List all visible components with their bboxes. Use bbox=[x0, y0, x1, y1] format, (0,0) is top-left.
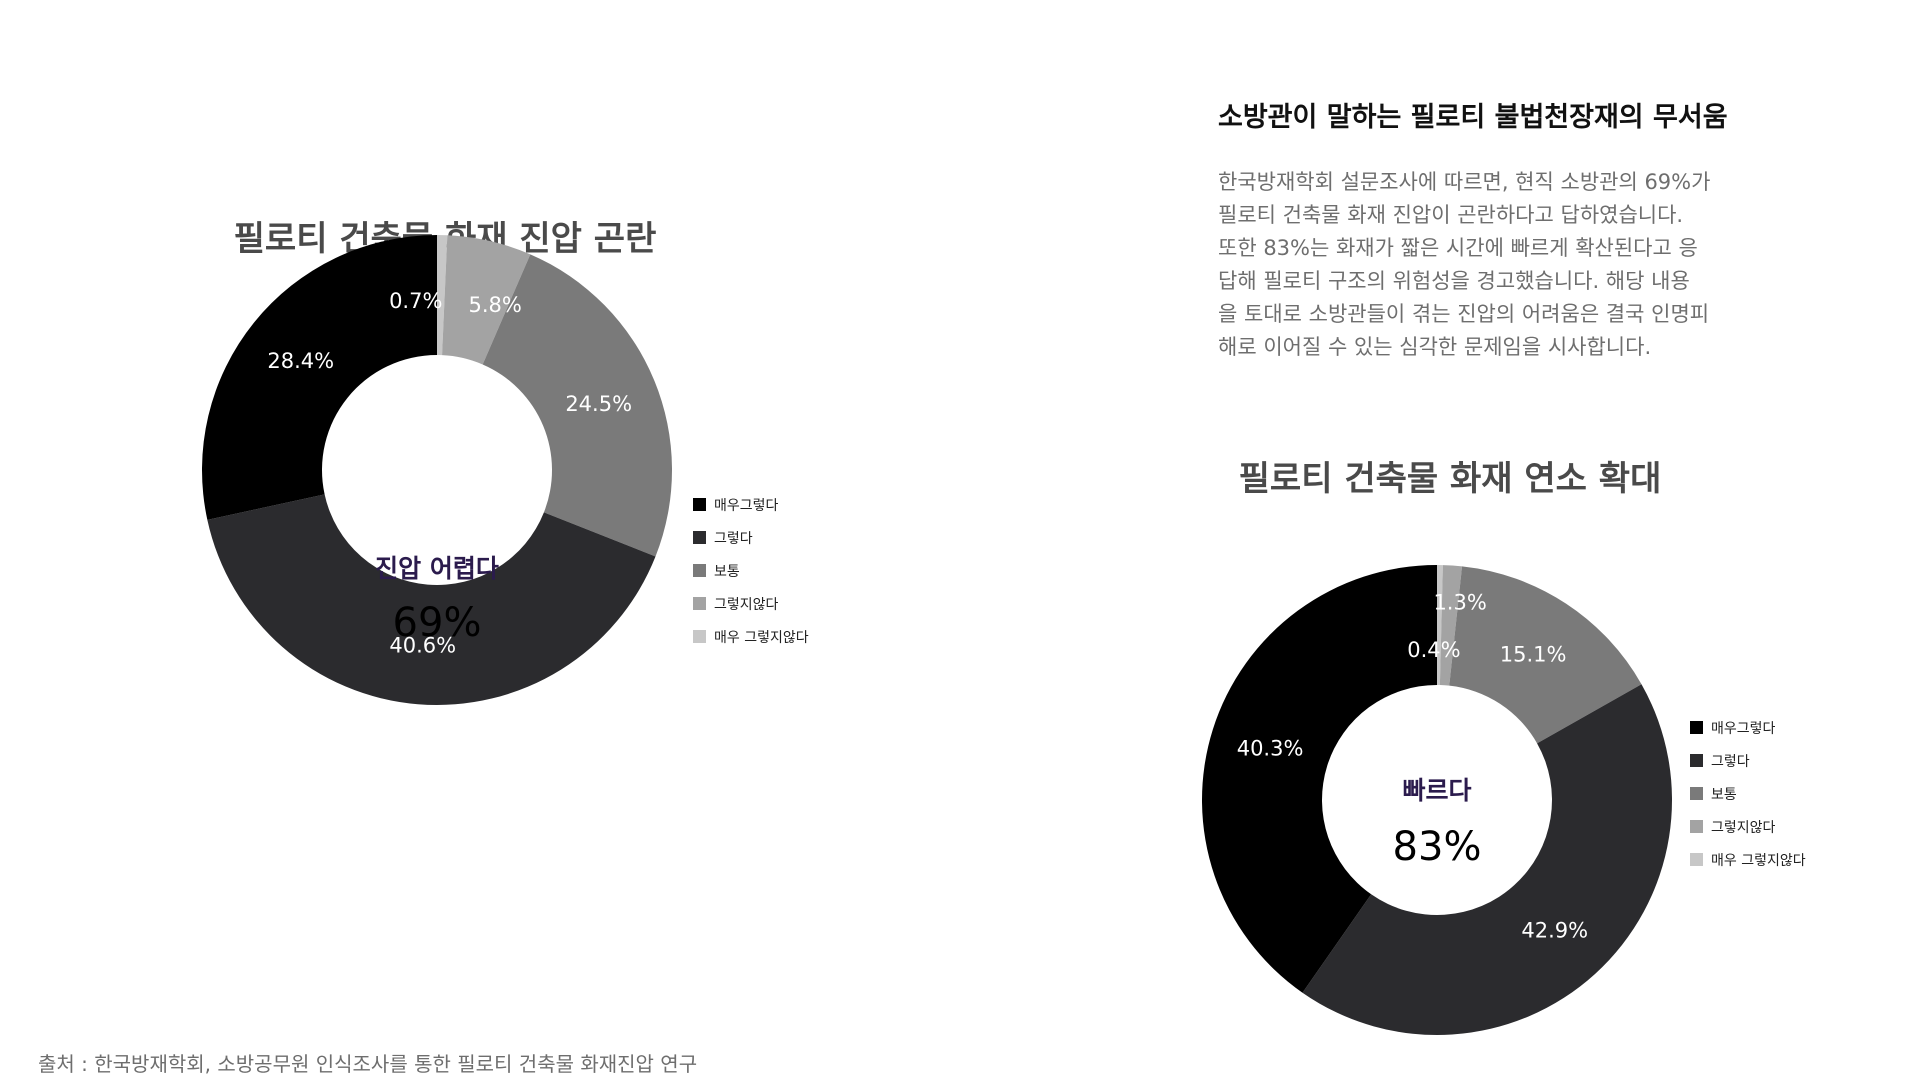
chart2-legend-swatch-매우-그렇지않다 bbox=[1690, 853, 1703, 866]
article-title: 소방관이 말하는 필로티 불법천장재의 무서움 bbox=[1218, 102, 1728, 133]
article-body-line-4: 답해 필로티 구조의 위험성을 경고했습니다. 해당 내용 bbox=[1218, 269, 1690, 293]
chart2-label-매우그렇다: 40.3% bbox=[1237, 736, 1304, 760]
article-body-line-5: 을 토대로 소방관들이 겪는 진압의 어려움은 결국 인명피 bbox=[1218, 302, 1709, 326]
chart2-slice-labels: 0.4% 1.3% 15.1% 42.9% 40.3% bbox=[1237, 590, 1588, 942]
chart2-legend-label-보통: 보통 bbox=[1711, 787, 1737, 803]
article-body-line-3: 또한 83%는 화재가 짧은 시간에 빠르게 확산된다고 응 bbox=[1218, 236, 1698, 260]
chart1-slice-그렇지않다 bbox=[442, 235, 531, 365]
chart1-slice-그렇다 bbox=[207, 494, 656, 705]
article-body-line-6: 해로 이어질 수 있는 심각한 문제임을 시사합니다. bbox=[1218, 335, 1651, 359]
chart2-slice-매우그렇다 bbox=[1201, 565, 1437, 993]
chart2-legend-label-매우-그렇지않다: 매우 그렇지않다 bbox=[1711, 853, 1806, 869]
chart2-slice-그렇다 bbox=[1302, 684, 1672, 1035]
chart1-legend-swatch-매우그렇다 bbox=[693, 498, 706, 511]
chart2-slice-매우-그렇지않다 bbox=[1437, 565, 1443, 686]
chart2-label-보통: 15.1% bbox=[1500, 643, 1567, 667]
chart2-legend-swatch-그렇다 bbox=[1690, 754, 1703, 767]
chart2-slice-보통 bbox=[1449, 566, 1642, 744]
chart1-legend-label-그렇지않다: 그렇지않다 bbox=[714, 597, 779, 613]
chart1-center-value: 69% bbox=[393, 600, 482, 646]
chart1-legend-label-매우그렇다: 매우그렇다 bbox=[714, 498, 779, 514]
chart2-label-그렇다: 42.9% bbox=[1521, 918, 1588, 942]
chart2-center-value: 83% bbox=[1393, 824, 1482, 870]
chart1-legend-swatch-매우-그렇지않다 bbox=[693, 630, 706, 643]
chart1-legend-label-보통: 보통 bbox=[714, 564, 740, 580]
chart1-label-보통: 24.5% bbox=[565, 392, 632, 416]
chart1-label-매우-그렇지않다: 0.7% bbox=[389, 289, 442, 313]
chart1-center-label: 진압 어렵다 bbox=[375, 554, 499, 583]
chart2-donut bbox=[1201, 565, 1672, 1035]
chart2-legend-swatch-보통 bbox=[1690, 787, 1703, 800]
chart2-legend-label-그렇지않다: 그렇지않다 bbox=[1711, 820, 1776, 836]
chart2-slice-그렇지않다 bbox=[1439, 565, 1463, 686]
chart2-legend-label-그렇다: 그렇다 bbox=[1711, 754, 1750, 770]
chart1-legend-swatch-그렇다 bbox=[693, 531, 706, 544]
chart1-slice-labels: 0.7% 5.8% 24.5% 40.6% 28.4% bbox=[267, 289, 632, 658]
chart1-legend-label-매우-그렇지않다: 매우 그렇지않다 bbox=[714, 630, 809, 646]
chart2-legend-swatch-매우그렇다 bbox=[1690, 721, 1703, 734]
chart1-legend-label-그렇다: 그렇다 bbox=[714, 531, 753, 547]
chart2-label-그렇지않다: 1.3% bbox=[1433, 590, 1486, 614]
chart2-center-label: 빠르다 bbox=[1402, 776, 1471, 805]
chart2-legend-swatch-그렇지않다 bbox=[1690, 820, 1703, 833]
chart1-slice-매우그렇다 bbox=[202, 235, 437, 520]
article-body-line-1: 한국방재학회 설문조사에 따르면, 현직 소방관의 69%가 bbox=[1218, 170, 1710, 194]
chart2-title: 필로티 건축물 화재 연소 확대 bbox=[1239, 459, 1662, 499]
chart2-label-매우-그렇지않다: 0.4% bbox=[1407, 638, 1460, 662]
chart1-slice-보통 bbox=[482, 254, 672, 557]
article-body-line-2: 필로티 건축물 화재 진압이 곤란하다고 답하였습니다. bbox=[1218, 203, 1683, 227]
chart1-label-그렇다: 40.6% bbox=[389, 633, 456, 657]
chart1-label-매우그렇다: 28.4% bbox=[267, 349, 334, 373]
chart2-legend-label-매우그렇다: 매우그렇다 bbox=[1711, 721, 1776, 737]
chart1-label-그렇지않다: 5.8% bbox=[468, 293, 521, 317]
chart1-legend-swatch-보통 bbox=[693, 564, 706, 577]
chart1-legend-swatch-그렇지않다 bbox=[693, 597, 706, 610]
chart1-donut bbox=[202, 235, 672, 705]
source-note: 출처 : 한국방재학회, 소방공무원 인식조사를 통한 필로티 건축물 화재진압… bbox=[38, 1052, 697, 1076]
chart1-slice-매우-그렇지않다 bbox=[437, 235, 448, 356]
